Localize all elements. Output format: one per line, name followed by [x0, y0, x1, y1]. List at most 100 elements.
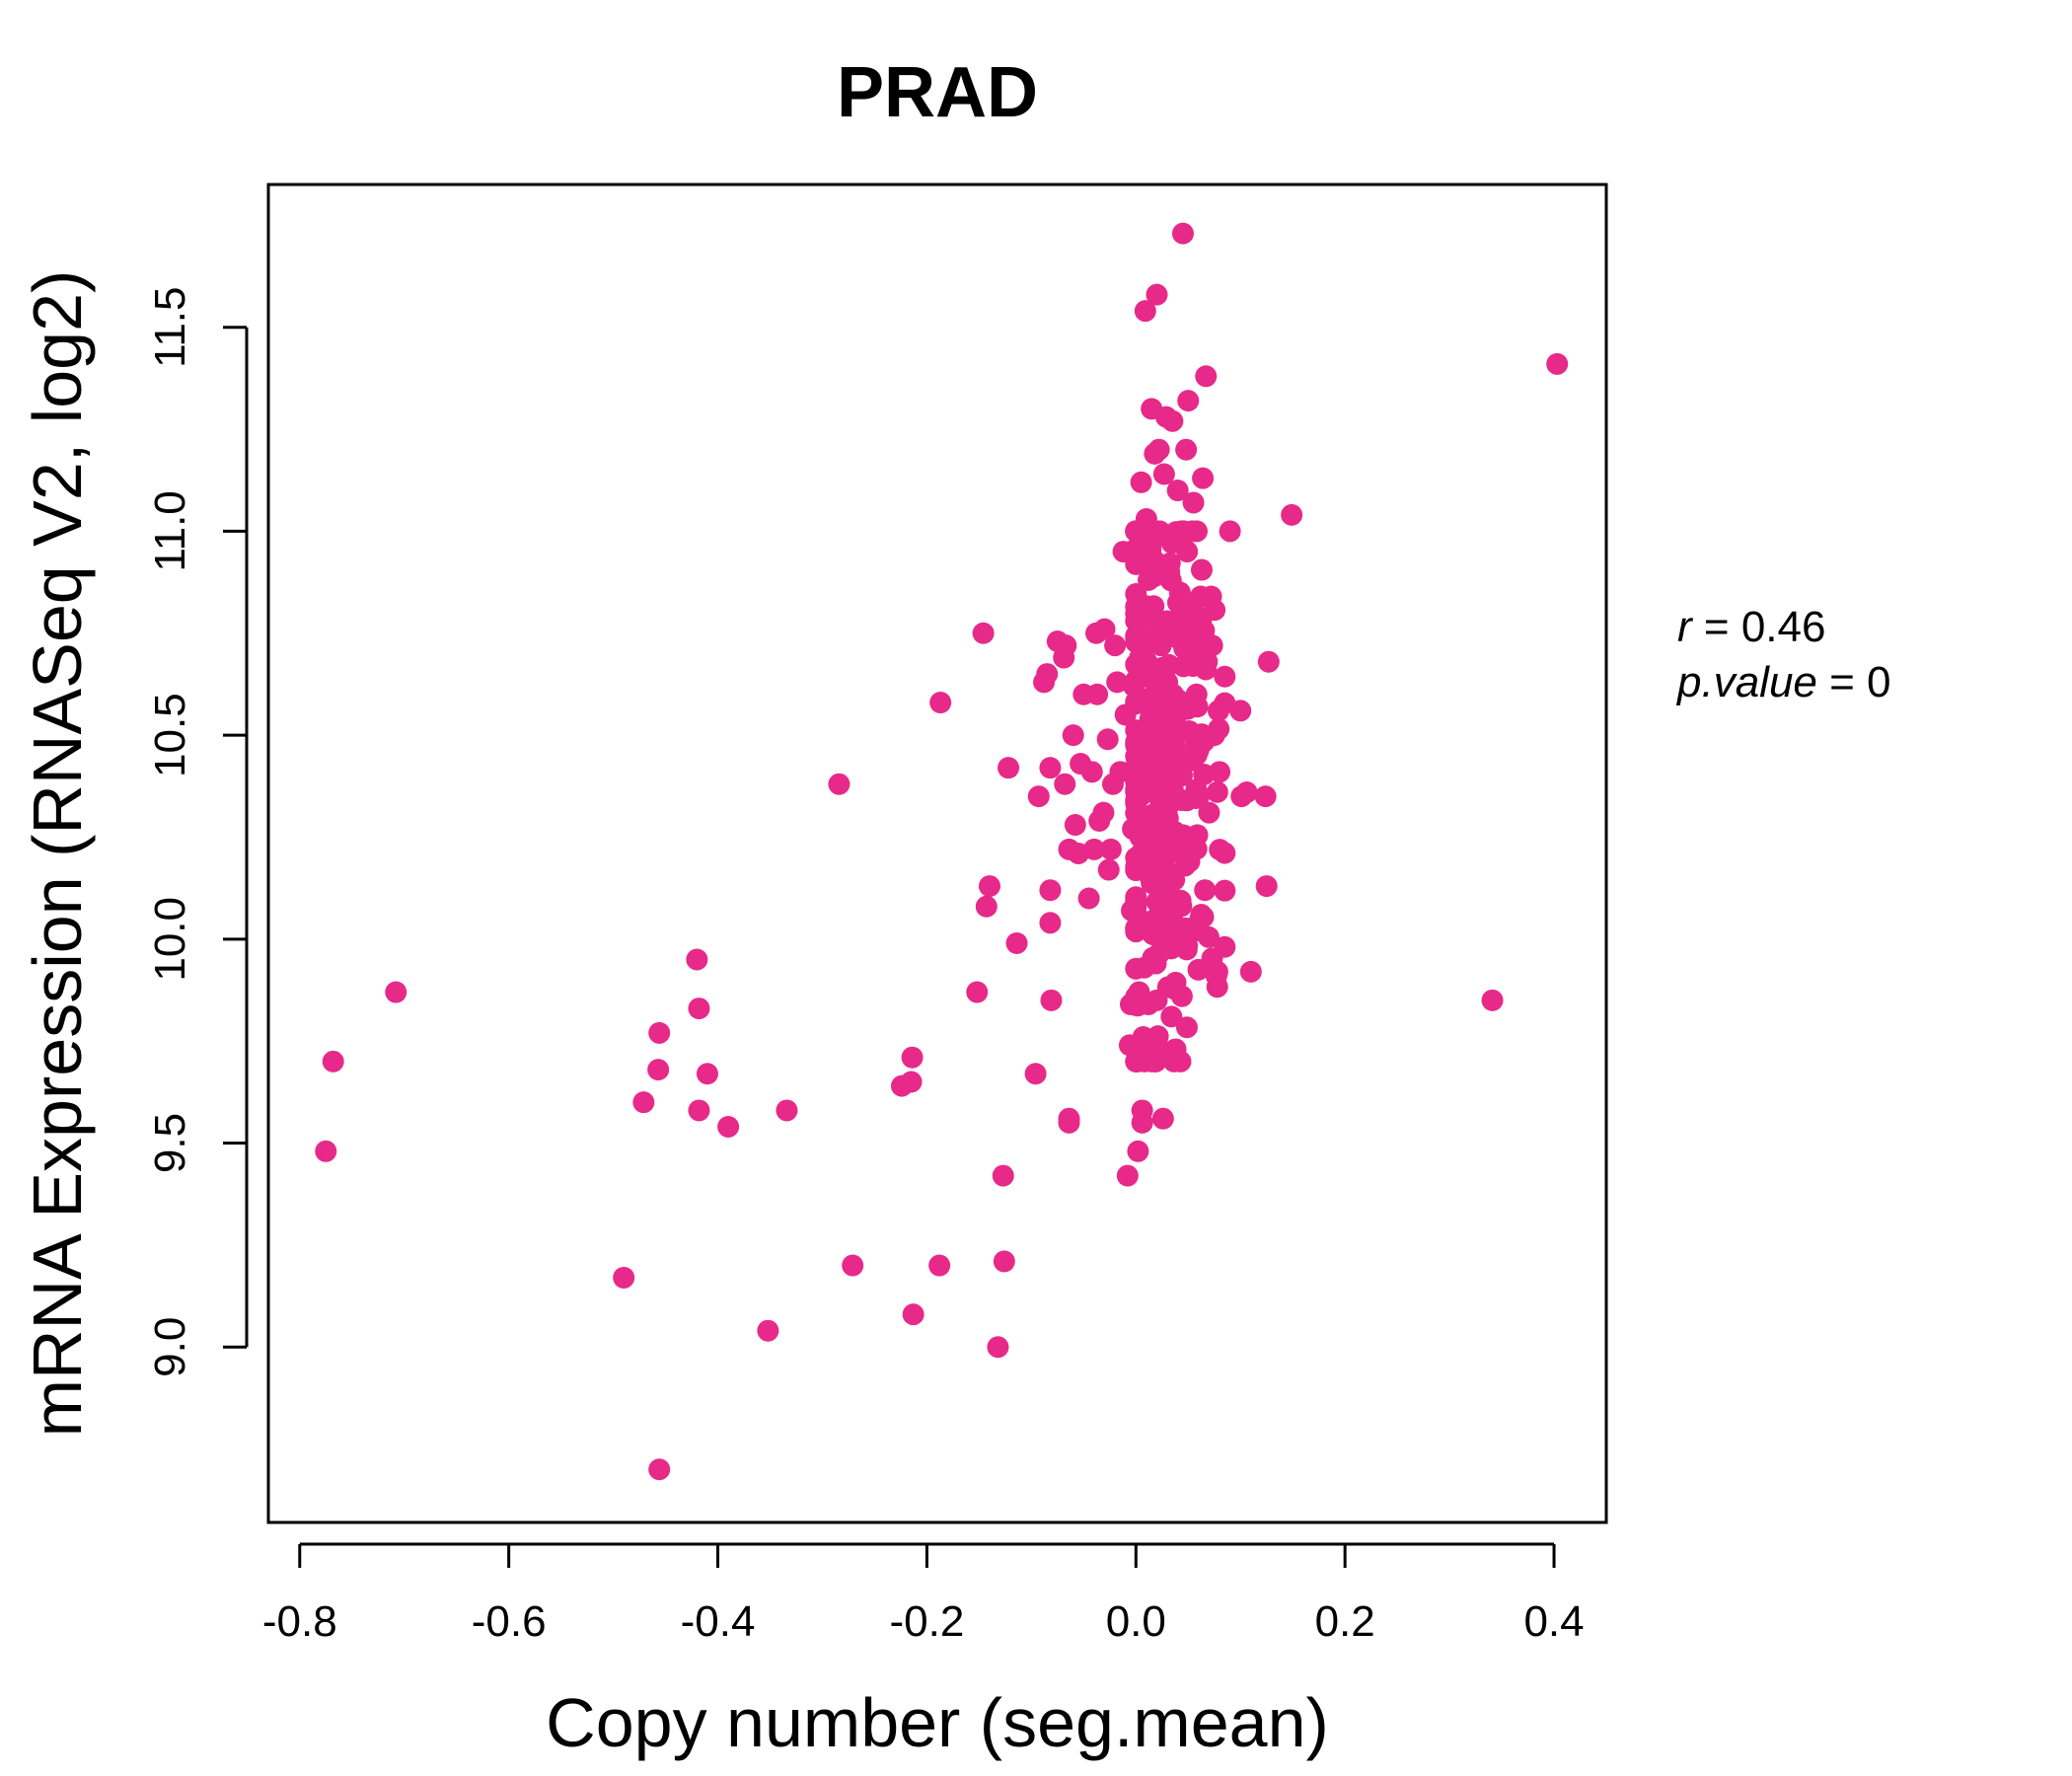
y-axis: 9.0 9.5 10.0 10.5 11.0 11.5: [146, 287, 249, 1377]
data-point: [1092, 801, 1115, 824]
data-point: [1116, 1164, 1139, 1187]
y-axis-label: mRNA Expression (RNASeq V2, log2): [19, 270, 96, 1438]
data-point: [1239, 960, 1262, 983]
data-point: [929, 692, 952, 714]
data-point: [1121, 899, 1144, 922]
y-tick-label: 11.0: [146, 490, 194, 571]
x-axis: -0.8 -0.6 -0.4 -0.2 0.0 0.2 0.4: [262, 1542, 1585, 1646]
data-point: [1254, 785, 1277, 808]
data-point: [1132, 1026, 1154, 1049]
data-point: [1546, 352, 1569, 375]
data-point: [1086, 683, 1109, 705]
data-point: [1135, 508, 1157, 530]
data-point: [1190, 558, 1213, 581]
data-point: [1077, 887, 1100, 910]
data-point: [1481, 989, 1504, 1011]
data-point: [1164, 1038, 1187, 1061]
data-point: [776, 1099, 798, 1122]
data-point: [1122, 818, 1145, 841]
data-point: [1109, 761, 1132, 783]
data-point: [1169, 748, 1192, 771]
data-point: [1064, 814, 1086, 837]
data-point: [928, 1254, 951, 1277]
x-tick-label: 0.0: [1106, 1597, 1166, 1646]
correlation-stats: r = 0.46 p.value = 0: [1675, 603, 1891, 706]
data-point: [1153, 879, 1176, 902]
data-point: [1173, 654, 1196, 677]
data-point: [1130, 471, 1152, 493]
p-symbol: p.value: [1675, 658, 1817, 706]
data-point: [1214, 665, 1236, 688]
data-point: [1148, 524, 1171, 547]
data-point: [1170, 985, 1193, 1007]
data-point: [1146, 283, 1168, 306]
data-point: [1206, 780, 1228, 803]
data-point: [1185, 520, 1208, 543]
data-point: [1165, 703, 1188, 726]
data-point: [1229, 700, 1252, 722]
data-point: [978, 875, 1000, 898]
data-point: [686, 948, 708, 971]
plot-frame: [266, 183, 1608, 1524]
data-point: [1135, 650, 1157, 673]
data-point: [1174, 854, 1197, 877]
data-point: [1139, 715, 1161, 738]
data-point: [1058, 1107, 1080, 1130]
data-point: [1039, 912, 1062, 934]
data-point: [1143, 549, 1165, 571]
data-point: [1171, 222, 1194, 245]
x-tick-label: 0.2: [1315, 1597, 1375, 1646]
data-point: [1062, 724, 1084, 747]
data-point: [322, 1050, 344, 1073]
data-point: [993, 1250, 1015, 1273]
data-point: [1255, 875, 1278, 898]
data-point: [828, 773, 851, 795]
data-point: [1125, 610, 1147, 632]
data-point: [1147, 438, 1170, 461]
data-point: [1177, 390, 1200, 412]
data-point: [1182, 491, 1205, 514]
data-point: [1040, 989, 1063, 1011]
data-point: [1114, 703, 1137, 726]
data-point: [1036, 663, 1059, 686]
data-point: [1257, 650, 1280, 673]
data-point: [1175, 438, 1198, 461]
data-point: [1170, 520, 1193, 543]
svg-text:p.value = 0: p.value = 0: [1675, 658, 1891, 706]
data-point: [757, 1319, 779, 1342]
data-point: [1093, 618, 1116, 640]
x-tick-label: -0.8: [262, 1597, 337, 1646]
data-point: [1161, 409, 1184, 432]
data-point: [1214, 879, 1236, 902]
data-point: [1198, 801, 1221, 824]
data-point: [1125, 583, 1147, 606]
data-point: [1146, 989, 1168, 1011]
p-value: 0: [1867, 658, 1890, 706]
data-point: [1159, 769, 1182, 791]
data-point: [1141, 685, 1163, 707]
x-tick-label: -0.6: [472, 1597, 547, 1646]
data-point: [1176, 541, 1199, 563]
data-point: [842, 1254, 864, 1277]
data-point: [1173, 637, 1196, 660]
data-point: [1129, 785, 1151, 808]
data-point: [1054, 773, 1076, 795]
data-point: [1134, 300, 1156, 323]
data-point: [1039, 879, 1062, 902]
y-tick-label: 10.0: [146, 897, 194, 982]
data-point: [1151, 1107, 1174, 1130]
data-point: [315, 1140, 337, 1162]
chart-title: PRAD: [837, 53, 1038, 132]
data-point: [1127, 1140, 1149, 1162]
data-point: [1125, 917, 1147, 939]
data-point: [1149, 634, 1172, 657]
data-point: [1162, 834, 1185, 856]
data-point: [987, 1336, 1009, 1359]
data-point: [1097, 858, 1120, 881]
data-point: [1209, 761, 1231, 783]
data-point: [385, 981, 407, 1003]
data-point: [1027, 785, 1050, 808]
y-tick-label: 11.5: [146, 287, 194, 368]
data-point: [1104, 634, 1127, 657]
x-tick-label: -0.2: [889, 1597, 964, 1646]
